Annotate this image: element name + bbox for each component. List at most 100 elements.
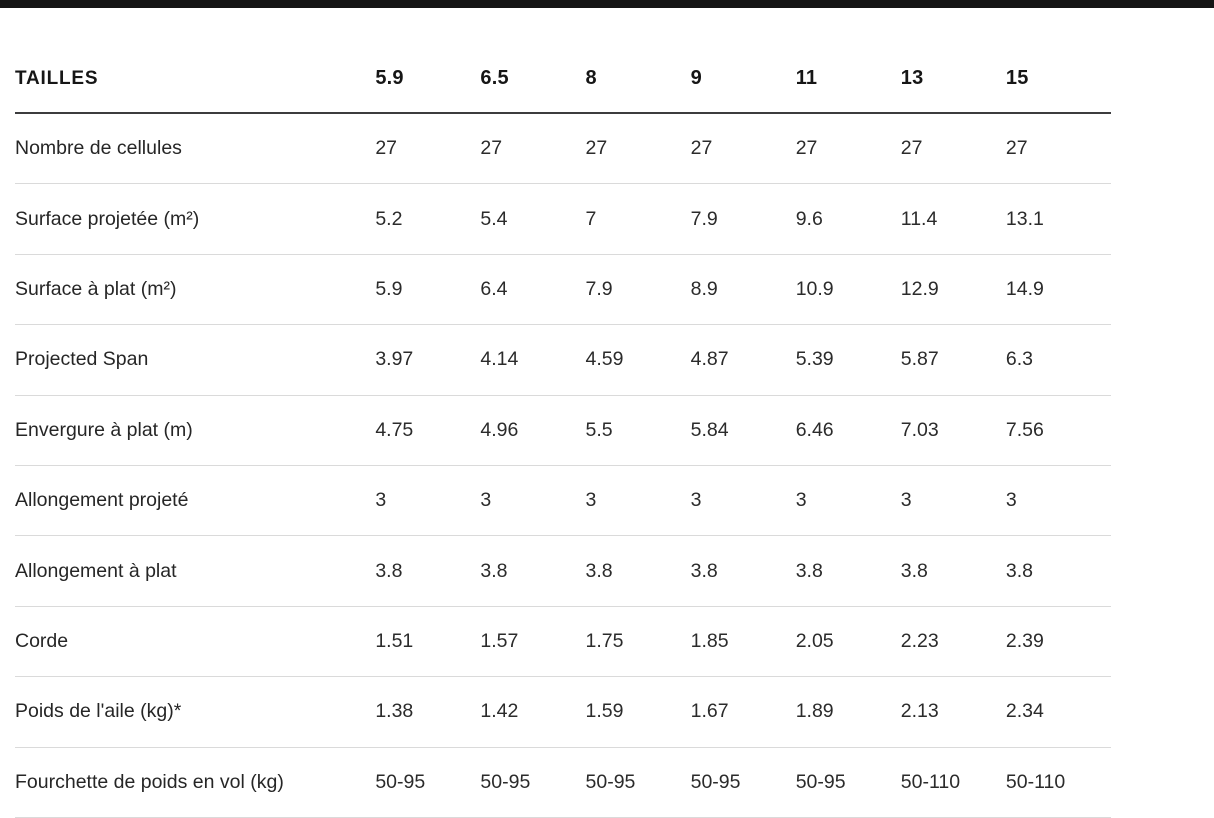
- spec-value-cell: 1.75: [585, 606, 691, 678]
- spec-row: Surface projetée (m²) 5.2 5.4 7 7.9 9.6 11.4 13…: [15, 183, 1111, 255]
- size-column-header: 6.5: [480, 8, 586, 114]
- spec-value-cell: 50-95: [795, 747, 901, 818]
- top-nav-bar-edge: [0, 0, 1214, 8]
- spec-value-cell: 3.8: [1005, 535, 1111, 607]
- spec-row-label: Envergure à plat (m): [15, 395, 376, 466]
- spec-value-cell: 4.14: [480, 324, 586, 396]
- spec-value-cell: 2.05: [795, 606, 901, 678]
- spec-value-cell: 2.23: [900, 606, 1006, 678]
- spec-value-cell: 1.51: [375, 606, 481, 678]
- spec-row: Projected Span 3.97 4.14 4.59 4.87 5.39 5.87 6.…: [15, 324, 1111, 396]
- spec-value-cell: 5.4: [480, 183, 586, 255]
- spec-value-cell: 3: [795, 465, 901, 537]
- spec-value-cell: 50-110: [900, 747, 1006, 818]
- spec-value-cell: 50-95: [480, 747, 586, 818]
- spec-value-cell: 27: [375, 113, 481, 185]
- table-header-row: TAILLES 5.9 6.5 8 9 11 13 15: [15, 8, 1111, 114]
- spec-value-cell: 2.13: [900, 676, 1006, 748]
- spec-value-cell: 1.67: [690, 676, 796, 748]
- spec-value-cell: 3.8: [375, 535, 481, 607]
- spec-row: Allongement à plat 3.8 3.8 3.8 3.8 3.8 3.8 3.8: [15, 535, 1111, 607]
- spec-row: Allongement projeté 3 3 3 3 3 3 3: [15, 465, 1111, 537]
- spec-value-cell: 3: [480, 465, 586, 537]
- spec-value-cell: 12.9: [900, 254, 1006, 326]
- spec-value-cell: 6.3: [1005, 324, 1111, 396]
- size-column-header: 15: [1005, 8, 1111, 114]
- spec-value-cell: 10.9: [795, 254, 901, 326]
- spec-value-cell: 5.87: [900, 324, 1006, 396]
- spec-value-cell: 7.03: [900, 395, 1006, 466]
- spec-value-cell: 27: [480, 113, 586, 185]
- spec-value-cell: 7: [585, 183, 691, 255]
- spec-value-cell: 3.8: [690, 535, 796, 607]
- spec-value-cell: 1.42: [480, 676, 586, 748]
- spec-row-label: Allongement à plat: [15, 535, 376, 607]
- spec-value-cell: 4.59: [585, 324, 691, 396]
- spec-value-cell: 14.9: [1005, 254, 1111, 326]
- spec-value-cell: 13.1: [1005, 183, 1111, 255]
- spec-row-label: Fourchette de poids en vol (kg): [15, 747, 376, 818]
- spec-row-label: Projected Span: [15, 324, 376, 396]
- spec-value-cell: 4.96: [480, 395, 586, 466]
- size-column-header: 5.9: [375, 8, 481, 114]
- spec-value-cell: 3: [585, 465, 691, 537]
- spec-value-cell: 3: [375, 465, 481, 537]
- spec-value-cell: 27: [585, 113, 691, 185]
- spec-value-cell: 2.39: [1005, 606, 1111, 678]
- spec-value-cell: 27: [1005, 113, 1111, 185]
- spec-value-cell: 5.2: [375, 183, 481, 255]
- spec-row-label: Poids de l'aile (kg)*: [15, 676, 376, 748]
- spec-value-cell: 27: [795, 113, 901, 185]
- size-column-header: 11: [795, 8, 901, 114]
- spec-row-label: Allongement projeté: [15, 465, 376, 537]
- spec-value-cell: 5.84: [690, 395, 796, 466]
- spec-value-cell: 50-95: [585, 747, 691, 818]
- spec-row-label: Surface projetée (m²): [15, 183, 376, 255]
- spec-value-cell: 1.38: [375, 676, 481, 748]
- spec-value-cell: 3.8: [900, 535, 1006, 607]
- spec-value-cell: 3.97: [375, 324, 481, 396]
- spec-value-cell: 1.89: [795, 676, 901, 748]
- spec-row: Fourchette de poids en vol (kg) 50-95 50-9…: [15, 747, 1111, 818]
- spec-value-cell: 3.8: [585, 535, 691, 607]
- size-column-header: 8: [585, 8, 691, 114]
- size-spec-table: TAILLES 5.9 6.5 8 9 11 13 15 Nombre de cellules…: [15, 8, 1111, 818]
- table-header-label: TAILLES: [15, 8, 376, 114]
- spec-row-label: Nombre de cellules: [15, 113, 376, 185]
- spec-value-cell: 27: [690, 113, 796, 185]
- spec-row: Surface à plat (m²) 5.9 6.4 7.9 8.9 10.9 12.9 1…: [15, 254, 1111, 326]
- spec-row-label: Surface à plat (m²): [15, 254, 376, 326]
- spec-value-cell: 4.75: [375, 395, 481, 466]
- spec-value-cell: 1.85: [690, 606, 796, 678]
- spec-value-cell: 27: [900, 113, 1006, 185]
- spec-row: Envergure à plat (m) 4.75 4.96 5.5 5.84 6.46 7…: [15, 395, 1111, 466]
- size-column-header: 13: [900, 8, 1006, 114]
- spec-table-container: TAILLES 5.9 6.5 8 9 11 13 15 Nombre de cellules…: [15, 8, 1214, 818]
- spec-value-cell: 11.4: [900, 183, 1006, 255]
- size-column-header: 9: [690, 8, 796, 114]
- spec-value-cell: 1.57: [480, 606, 586, 678]
- spec-value-cell: 5.5: [585, 395, 691, 466]
- spec-value-cell: 50-110: [1005, 747, 1111, 818]
- spec-row: Nombre de cellules 27 27 27 27 27 27 27: [15, 113, 1111, 185]
- spec-value-cell: 7.56: [1005, 395, 1111, 466]
- spec-value-cell: 3.8: [480, 535, 586, 607]
- spec-value-cell: 4.87: [690, 324, 796, 396]
- spec-row-label: Corde: [15, 606, 376, 678]
- spec-value-cell: 8.9: [690, 254, 796, 326]
- spec-value-cell: 50-95: [690, 747, 796, 818]
- spec-value-cell: 7.9: [585, 254, 691, 326]
- spec-value-cell: 9.6: [795, 183, 901, 255]
- spec-value-cell: 6.46: [795, 395, 901, 466]
- spec-row: Corde 1.51 1.57 1.75 1.85 2.05 2.23 2.39: [15, 606, 1111, 678]
- spec-value-cell: 1.59: [585, 676, 691, 748]
- spec-value-cell: 3: [900, 465, 1006, 537]
- table-body: Nombre de cellules 27 27 27 27 27 27 27 Surface …: [15, 113, 1111, 818]
- spec-value-cell: 7.9: [690, 183, 796, 255]
- spec-value-cell: 6.4: [480, 254, 586, 326]
- spec-value-cell: 50-95: [375, 747, 481, 818]
- spec-value-cell: 3: [690, 465, 796, 537]
- spec-row: Poids de l'aile (kg)* 1.38 1.42 1.59 1.67 1.8…: [15, 676, 1111, 748]
- spec-value-cell: 5.39: [795, 324, 901, 396]
- spec-value-cell: 3: [1005, 465, 1111, 537]
